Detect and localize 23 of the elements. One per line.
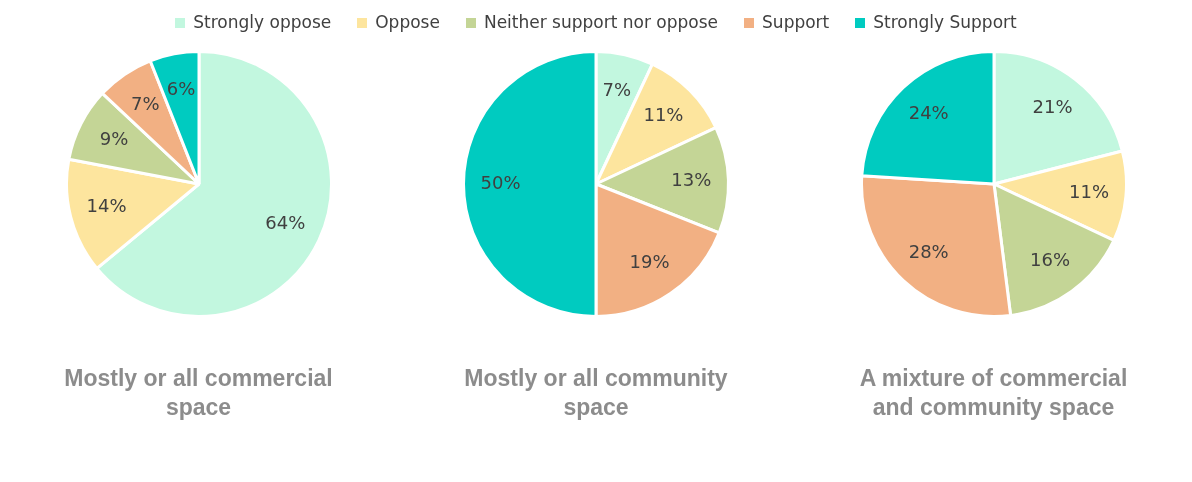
legend-label: Oppose [374,12,440,32]
data-label: 16% [1029,248,1070,270]
legend-label: Support [761,12,830,32]
legend-label: Neither support nor oppose [482,12,719,32]
data-label: 7% [602,78,632,100]
data-label: 7% [130,92,160,114]
data-label: 11% [643,104,684,126]
legend-label: Strongly oppose [192,12,332,32]
data-label: 28% [908,241,949,263]
data-label: 14% [86,195,127,217]
data-label: 6% [166,77,195,99]
data-label: 50% [480,171,521,193]
data-label: 24% [908,102,949,124]
data-label: 13% [671,168,712,190]
text: Mostly or all community space [463,364,729,422]
data-label: 9% [99,128,128,150]
text: Mostly or all commercial space [63,364,334,422]
legend-label: Strongly Support [872,12,1017,32]
data-label: 21% [1031,96,1072,118]
data-label: 11% [1068,180,1109,202]
data-label: 64% [264,212,305,234]
text: A mixture of commercial and community space [858,364,1129,422]
data-label: 19% [629,250,670,272]
